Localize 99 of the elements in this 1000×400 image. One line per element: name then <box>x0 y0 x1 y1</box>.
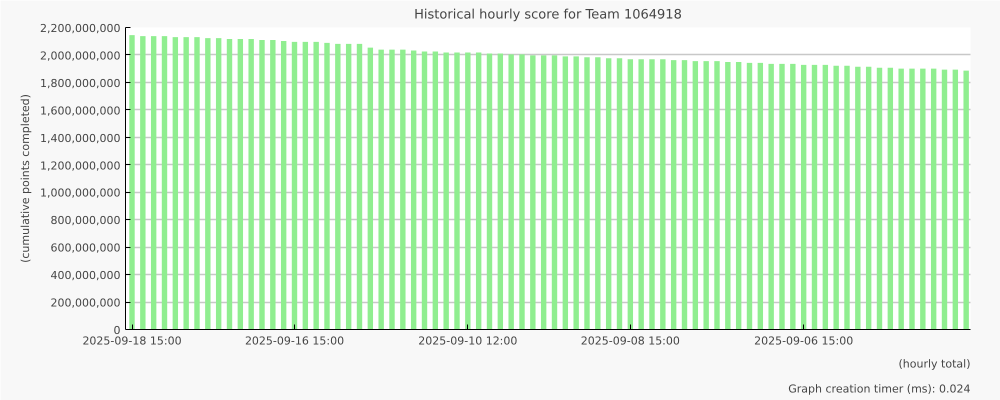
bar <box>248 39 254 330</box>
bar <box>150 36 156 330</box>
bar <box>844 66 850 330</box>
bar <box>876 68 882 330</box>
chart-title: Historical hourly score for Team 1064918 <box>414 8 682 22</box>
bar <box>454 52 460 330</box>
bar <box>486 53 492 330</box>
bar <box>952 70 958 330</box>
bar <box>660 59 666 330</box>
bar <box>432 52 438 330</box>
x-axis-title: (hourly total) <box>898 358 971 370</box>
bar <box>552 55 558 330</box>
bar <box>183 37 189 330</box>
bar <box>638 59 644 330</box>
bar <box>280 40 286 330</box>
text: Graph creation timer (ms): 0.024 <box>788 382 971 396</box>
bar <box>410 50 416 330</box>
bar <box>682 60 688 330</box>
bar <box>205 38 211 330</box>
bar <box>758 62 764 330</box>
bar <box>129 35 135 330</box>
bar <box>292 42 298 330</box>
bar <box>963 70 969 330</box>
bar <box>888 68 894 330</box>
bar <box>833 66 839 330</box>
x-tick-label: 2025-09-06 15:00 <box>754 334 854 348</box>
bar <box>508 54 514 330</box>
bar <box>649 59 655 330</box>
bar <box>714 61 720 330</box>
y-tick-label: 1,600,000,000 <box>40 104 121 118</box>
bar <box>519 54 525 330</box>
y-tick-label: 200,000,000 <box>50 296 121 310</box>
bar <box>670 60 676 330</box>
bar <box>725 62 731 330</box>
bar <box>259 40 265 330</box>
bar <box>443 52 449 330</box>
bar <box>140 36 146 330</box>
bar <box>422 52 428 330</box>
bar <box>736 62 742 330</box>
bar <box>216 38 222 330</box>
bar <box>270 40 276 330</box>
bar <box>930 68 936 330</box>
x-tick-label: 2025-09-10 12:00 <box>418 334 518 348</box>
bar <box>920 68 926 330</box>
y-tick-label: 600,000,000 <box>50 242 121 255</box>
bar <box>476 52 482 330</box>
y-tick-label: 1,000,000,000 <box>40 186 121 200</box>
bar <box>465 52 471 330</box>
y-tick-label: 1,400,000,000 <box>40 132 121 145</box>
bar <box>540 55 546 330</box>
bar <box>812 64 818 330</box>
bar <box>573 56 579 330</box>
bar <box>313 42 319 330</box>
bar <box>498 53 504 330</box>
bar <box>616 58 622 330</box>
bar <box>800 64 806 330</box>
bar <box>595 57 601 330</box>
x-tick-label: 2025-09-08 15:00 <box>580 334 680 348</box>
bar <box>790 64 796 330</box>
bar <box>866 66 872 330</box>
bar <box>692 61 698 330</box>
bar <box>194 37 200 330</box>
y-tick-label: 0 <box>114 324 120 337</box>
y-tick-label: 2,000,000,000 <box>40 49 121 62</box>
y-tick-label: 1,200,000,000 <box>40 159 121 172</box>
bar <box>628 59 634 330</box>
x-tick-label: 2025-09-16 15:00 <box>244 334 344 348</box>
bar <box>898 68 904 330</box>
bar <box>779 64 785 330</box>
bar <box>389 50 395 330</box>
bar <box>346 44 352 330</box>
y-tick-label: 400,000,000 <box>50 269 121 282</box>
bar <box>238 39 244 330</box>
y-tick-label: 2,200,000,000 <box>40 22 121 35</box>
bar <box>335 44 341 330</box>
y-tick-label: 1,800,000,000 <box>40 76 121 90</box>
bar <box>746 62 752 330</box>
bar <box>703 61 709 330</box>
bar <box>909 68 915 330</box>
bar <box>606 58 612 330</box>
bar <box>162 36 168 330</box>
y-axis-title: (cumulative points completed) <box>19 94 32 263</box>
bar <box>822 64 828 330</box>
bar <box>768 64 774 330</box>
bar <box>942 70 948 330</box>
bar <box>530 55 536 330</box>
x-tick-label: 2025-09-18 15:00 <box>82 334 182 348</box>
bar <box>356 44 362 330</box>
bar <box>378 50 384 330</box>
y-tick-label: 800,000,000 <box>50 214 121 228</box>
bar <box>584 57 590 330</box>
bar <box>400 50 406 330</box>
bar <box>368 48 374 330</box>
bar <box>302 42 308 330</box>
bar <box>172 37 178 330</box>
bar <box>324 42 330 330</box>
bar <box>855 66 861 330</box>
bar <box>226 39 232 330</box>
bar <box>562 56 568 330</box>
